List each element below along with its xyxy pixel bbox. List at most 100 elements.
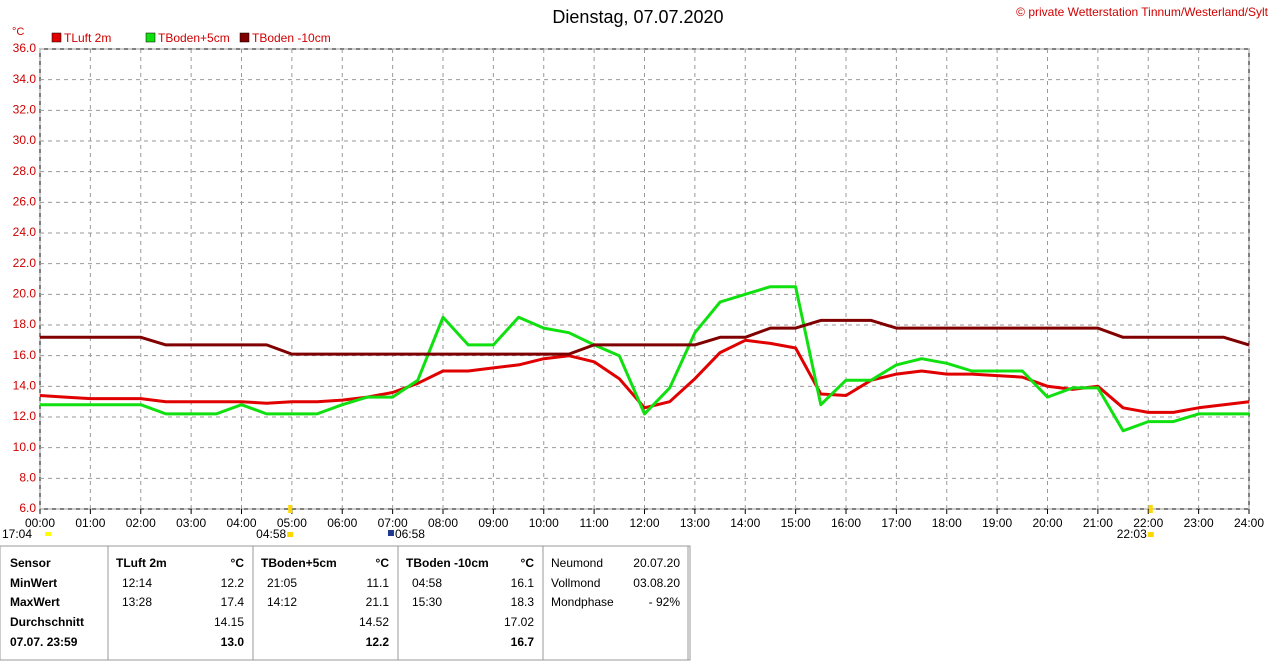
sun-marker [1148, 505, 1153, 513]
marker-label: 04:58 [256, 527, 286, 541]
sun-marker [1147, 532, 1154, 537]
marker-label: 22:03 [1117, 527, 1147, 541]
row-label: Sensor [10, 556, 51, 570]
max-time: 14:12 [267, 595, 297, 609]
y-tick-label: 34.0 [13, 72, 37, 86]
x-tick-label: 12:00 [629, 516, 659, 530]
sensor-name: TBoden -10cm [406, 556, 489, 570]
x-tick-label: 08:00 [428, 516, 458, 530]
y-tick-label: 24.0 [13, 225, 37, 239]
stats-frame [0, 545, 691, 661]
x-tick-label: 00:00 [25, 516, 55, 530]
y-tick-label: 20.0 [13, 287, 37, 301]
x-tick-label: 15:00 [781, 516, 811, 530]
y-tick-label: 10.0 [13, 440, 37, 454]
sun-marker [288, 505, 293, 513]
y-unit: °C [12, 26, 24, 38]
x-tick-label: 11:00 [580, 516, 609, 530]
row-label: MinWert [10, 576, 57, 590]
legend-label: TBoden+5cm [158, 31, 230, 45]
row-label: 07.07. 23:59 [10, 635, 78, 649]
moon-marker [387, 530, 394, 536]
y-tick-label: 6.0 [19, 501, 36, 515]
x-tick-label: 03:00 [176, 516, 206, 530]
x-tick-label: 20:00 [1032, 516, 1062, 530]
copyright: © private Wetterstation Tinnum/Westerlan… [1016, 5, 1269, 19]
x-tick-label: 05:00 [277, 516, 307, 530]
max-value: 18.3 [511, 595, 535, 609]
moon-label: Vollmond [551, 576, 600, 590]
x-tick-label: 14:00 [730, 516, 760, 530]
x-tick-label: 23:00 [1184, 516, 1214, 530]
legend-label: TLuft 2m [64, 31, 111, 45]
row-label: Durchschnitt [10, 615, 84, 629]
max-time: 15:30 [412, 595, 442, 609]
x-tick-label: 01:00 [75, 516, 105, 530]
sun-marker [287, 532, 294, 537]
legend-label: TBoden -10cm [252, 31, 331, 45]
sensor-name: TBoden+5cm [261, 556, 337, 570]
x-tick-label: 09:00 [478, 516, 508, 530]
y-tick-label: 30.0 [13, 133, 37, 147]
moon-value: 03.08.20 [633, 576, 680, 590]
x-tick-label: 19:00 [982, 516, 1012, 530]
current-value: 12.2 [366, 635, 390, 649]
moon-label: Mondphase [551, 595, 614, 609]
min-time: 12:14 [122, 576, 152, 590]
y-tick-label: 28.0 [13, 164, 37, 178]
series-line [40, 318, 1250, 356]
series-line [39, 338, 1250, 414]
series-line [40, 285, 1249, 433]
x-tick-label: 21:00 [1083, 516, 1113, 530]
min-time: 04:58 [412, 576, 442, 590]
y-tick-label: 32.0 [13, 103, 37, 117]
y-tick-label: 36.0 [13, 41, 37, 55]
marker-label: 17:04 [2, 527, 32, 541]
sensor-unit: °C [231, 556, 245, 570]
y-tick-label: 8.0 [19, 471, 36, 485]
x-tick-label: 17:00 [881, 516, 911, 530]
moon-label: Neumond [551, 556, 603, 570]
marker-label: 06:58 [395, 527, 425, 541]
y-tick-label: 14.0 [13, 379, 37, 393]
avg-value: 14.52 [359, 615, 389, 629]
y-tick-label: 18.0 [13, 317, 37, 331]
current-value: 16.7 [511, 635, 535, 649]
x-tick-label: 18:00 [932, 516, 962, 530]
x-tick-label: 07:00 [378, 516, 408, 530]
legend-swatch [51, 32, 62, 43]
avg-value: 14.15 [214, 615, 244, 629]
x-tick-label: 10:00 [529, 516, 559, 530]
min-time: 21:05 [267, 576, 297, 590]
x-tick-label: 06:00 [327, 516, 357, 530]
moon-value: - 92% [649, 595, 681, 609]
sensor-name: TLuft 2m [116, 556, 167, 570]
sensor-unit: °C [376, 556, 390, 570]
y-tick-label: 22.0 [13, 256, 37, 270]
row-label: MaxWert [10, 595, 60, 609]
marker [45, 532, 51, 536]
min-value: 11.1 [367, 576, 390, 590]
y-tick-label: 26.0 [13, 195, 37, 209]
legend-swatch [145, 32, 156, 43]
y-tick-label: 12.0 [13, 409, 37, 423]
x-tick-label: 24:00 [1234, 516, 1264, 530]
min-value: 12.2 [221, 576, 245, 590]
current-value: 13.0 [221, 635, 245, 649]
x-tick-label: 16:00 [831, 516, 861, 530]
min-value: 16.1 [511, 576, 535, 590]
moon-value: 20.07.20 [633, 556, 680, 570]
avg-value: 17.02 [504, 615, 534, 629]
legend-swatch [239, 32, 250, 43]
plot-frame [39, 48, 1250, 510]
y-tick-label: 16.0 [13, 348, 37, 362]
chart-title: Dienstag, 07.07.2020 [552, 7, 723, 27]
x-tick-label: 22:00 [1133, 516, 1163, 530]
max-value: 21.1 [366, 595, 390, 609]
x-tick-label: 13:00 [680, 516, 710, 530]
max-time: 13:28 [122, 595, 152, 609]
max-value: 17.4 [221, 595, 245, 609]
sensor-unit: °C [521, 556, 535, 570]
x-tick-label: 04:00 [226, 516, 256, 530]
